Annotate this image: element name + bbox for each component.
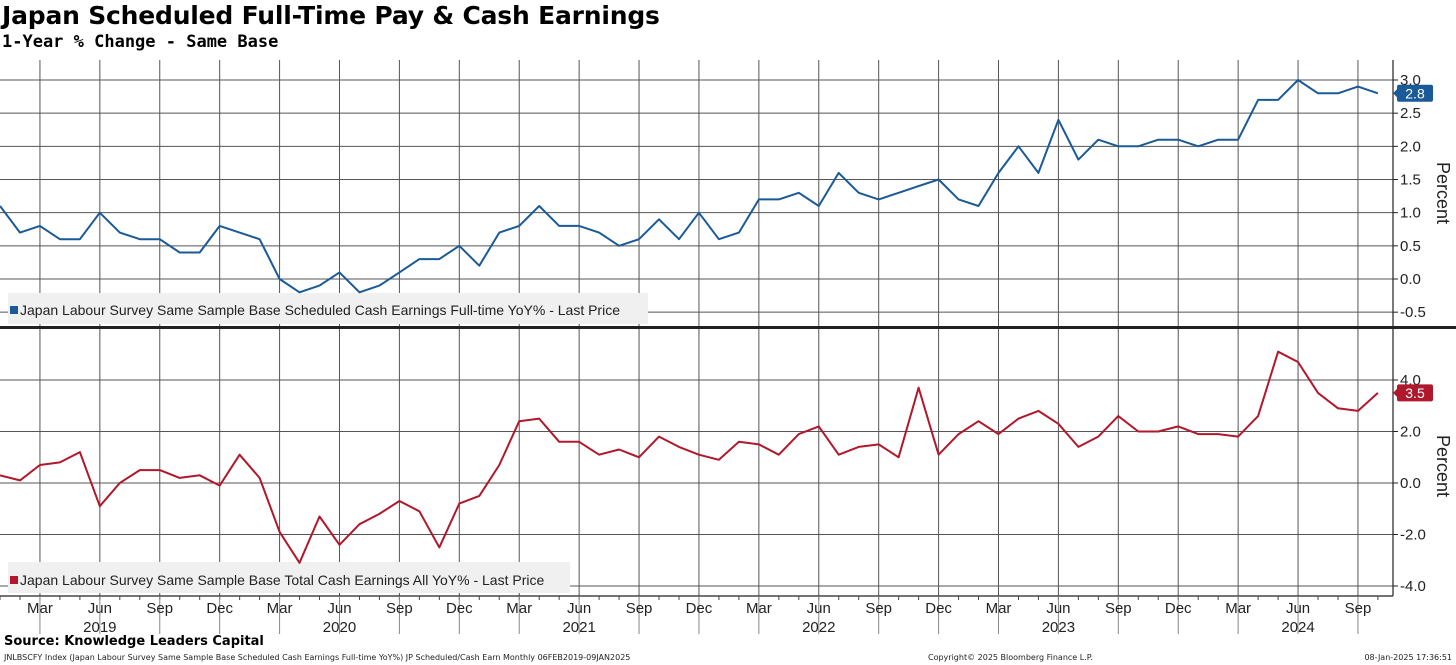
top-series-line	[0, 79, 1379, 294]
x-month-label: Dec	[446, 600, 473, 617]
source-note: Source: Knowledge Leaders Capital	[4, 634, 264, 649]
panel-divider	[0, 326, 1456, 329]
x-year-label: 2019	[83, 619, 116, 636]
bottom-legend-swatch	[10, 576, 18, 584]
x-month-label: Jun	[88, 600, 112, 617]
y-tick-label: 0.0	[1400, 475, 1421, 492]
x-month-label: Dec	[925, 600, 952, 617]
y-tick-label: 0.5	[1400, 238, 1421, 255]
x-month-label: Mar	[1225, 600, 1251, 617]
y-tick-label: -0.5	[1400, 304, 1426, 321]
bottom-y-axis: 4.02.00.0-2.0-4.0	[1392, 329, 1426, 596]
x-year-label: 2021	[562, 619, 595, 636]
x-month-label: Mar	[267, 600, 293, 617]
bottom-gridlines	[0, 329, 1393, 596]
x-month-label: Mar	[986, 600, 1012, 617]
top-legend-swatch	[10, 306, 18, 314]
x-axis: Mar Jun Sep Dec Mar Jun Sep Dec Mar Jun Sep Dec Mar J…	[0, 595, 1393, 636]
top-legend-label: Japan Labour Survey Same Sample Base Sch…	[20, 302, 620, 318]
x-month-label: Jun	[567, 600, 591, 617]
bottom-panel: Japan Labour Survey Same Sample Base Tot…	[0, 329, 1453, 596]
bottom-last-value-box	[1397, 384, 1433, 402]
y-tick-label: -2.0	[1400, 527, 1426, 544]
x-month-label: Sep	[1105, 600, 1132, 617]
bottom-last-value-pointer	[1393, 387, 1398, 398]
footer-timestamp: 08-Jan-2025 17:36:51	[1364, 653, 1452, 662]
y-tick-label: 1.0	[1400, 205, 1421, 222]
bottom-last-value-badge: 3.5	[1393, 384, 1433, 402]
top-last-value-badge: 2.8	[1393, 84, 1433, 102]
bottom-series-line	[0, 350, 1379, 564]
x-month-label: Sep	[1345, 600, 1372, 617]
x-year-label: 2024	[1281, 619, 1314, 636]
x-month-label: Mar	[746, 600, 772, 617]
x-month-label: Dec	[686, 600, 713, 617]
x-month-label: Mar	[27, 600, 53, 617]
x-year-label: 2022	[802, 619, 835, 636]
top-y-axis-label: Percent	[1433, 162, 1453, 224]
x-month-label: Jun	[807, 600, 831, 617]
x-year-label: 2020	[323, 619, 356, 636]
y-tick-label: 3.0	[1400, 72, 1421, 89]
chart-title: Japan Scheduled Full-Time Pay & Cash Ear…	[2, 1, 660, 30]
y-tick-label: 2.0	[1400, 138, 1421, 155]
y-tick-label: 0.0	[1400, 271, 1421, 288]
top-legend-box	[8, 293, 648, 324]
y-tick-label: -4.0	[1400, 578, 1426, 595]
chart-subtitle: 1-Year % Change - Same Base	[2, 32, 279, 52]
x-month-label: Jun	[1286, 600, 1310, 617]
x-month-label: Mar	[506, 600, 532, 617]
bottom-y-axis-label: Percent	[1433, 435, 1453, 497]
y-tick-label: 1.5	[1400, 172, 1421, 189]
top-last-value-box	[1397, 84, 1433, 102]
x-month-label: Jun	[1046, 600, 1070, 617]
top-y-axis: 3.0 2.5 2.0 1.5 1.0 0.5 0.0 -0.5	[1392, 60, 1426, 326]
top-last-value-label: 2.8	[1405, 85, 1425, 101]
top-last-value-pointer	[1393, 88, 1398, 99]
x-year-label: 2023	[1042, 619, 1075, 636]
bottom-legend-box	[8, 562, 570, 593]
footer-description: JNLBSCFY Index (Japan Labour Survey Same…	[4, 653, 631, 662]
x-month-label: Sep	[865, 600, 892, 617]
top-gridlines	[0, 60, 1393, 326]
top-panel: Japan Labour Survey Same Sample Base Sch…	[0, 60, 1453, 326]
y-tick-label: 2.5	[1400, 105, 1421, 122]
bottom-last-value-label: 3.5	[1405, 385, 1425, 401]
y-tick-label: 2.0	[1400, 424, 1421, 441]
bottom-legend-label: Japan Labour Survey Same Sample Base Tot…	[20, 572, 544, 588]
footer-copyright: Copyright© 2025 Bloomberg Finance L.P.	[928, 653, 1093, 662]
x-month-label: Dec	[206, 600, 233, 617]
x-month-label: Sep	[386, 600, 413, 617]
x-month-label: Dec	[1165, 600, 1192, 617]
x-month-label: Jun	[327, 600, 351, 617]
x-month-label: Sep	[626, 600, 653, 617]
x-month-label: Sep	[146, 600, 173, 617]
